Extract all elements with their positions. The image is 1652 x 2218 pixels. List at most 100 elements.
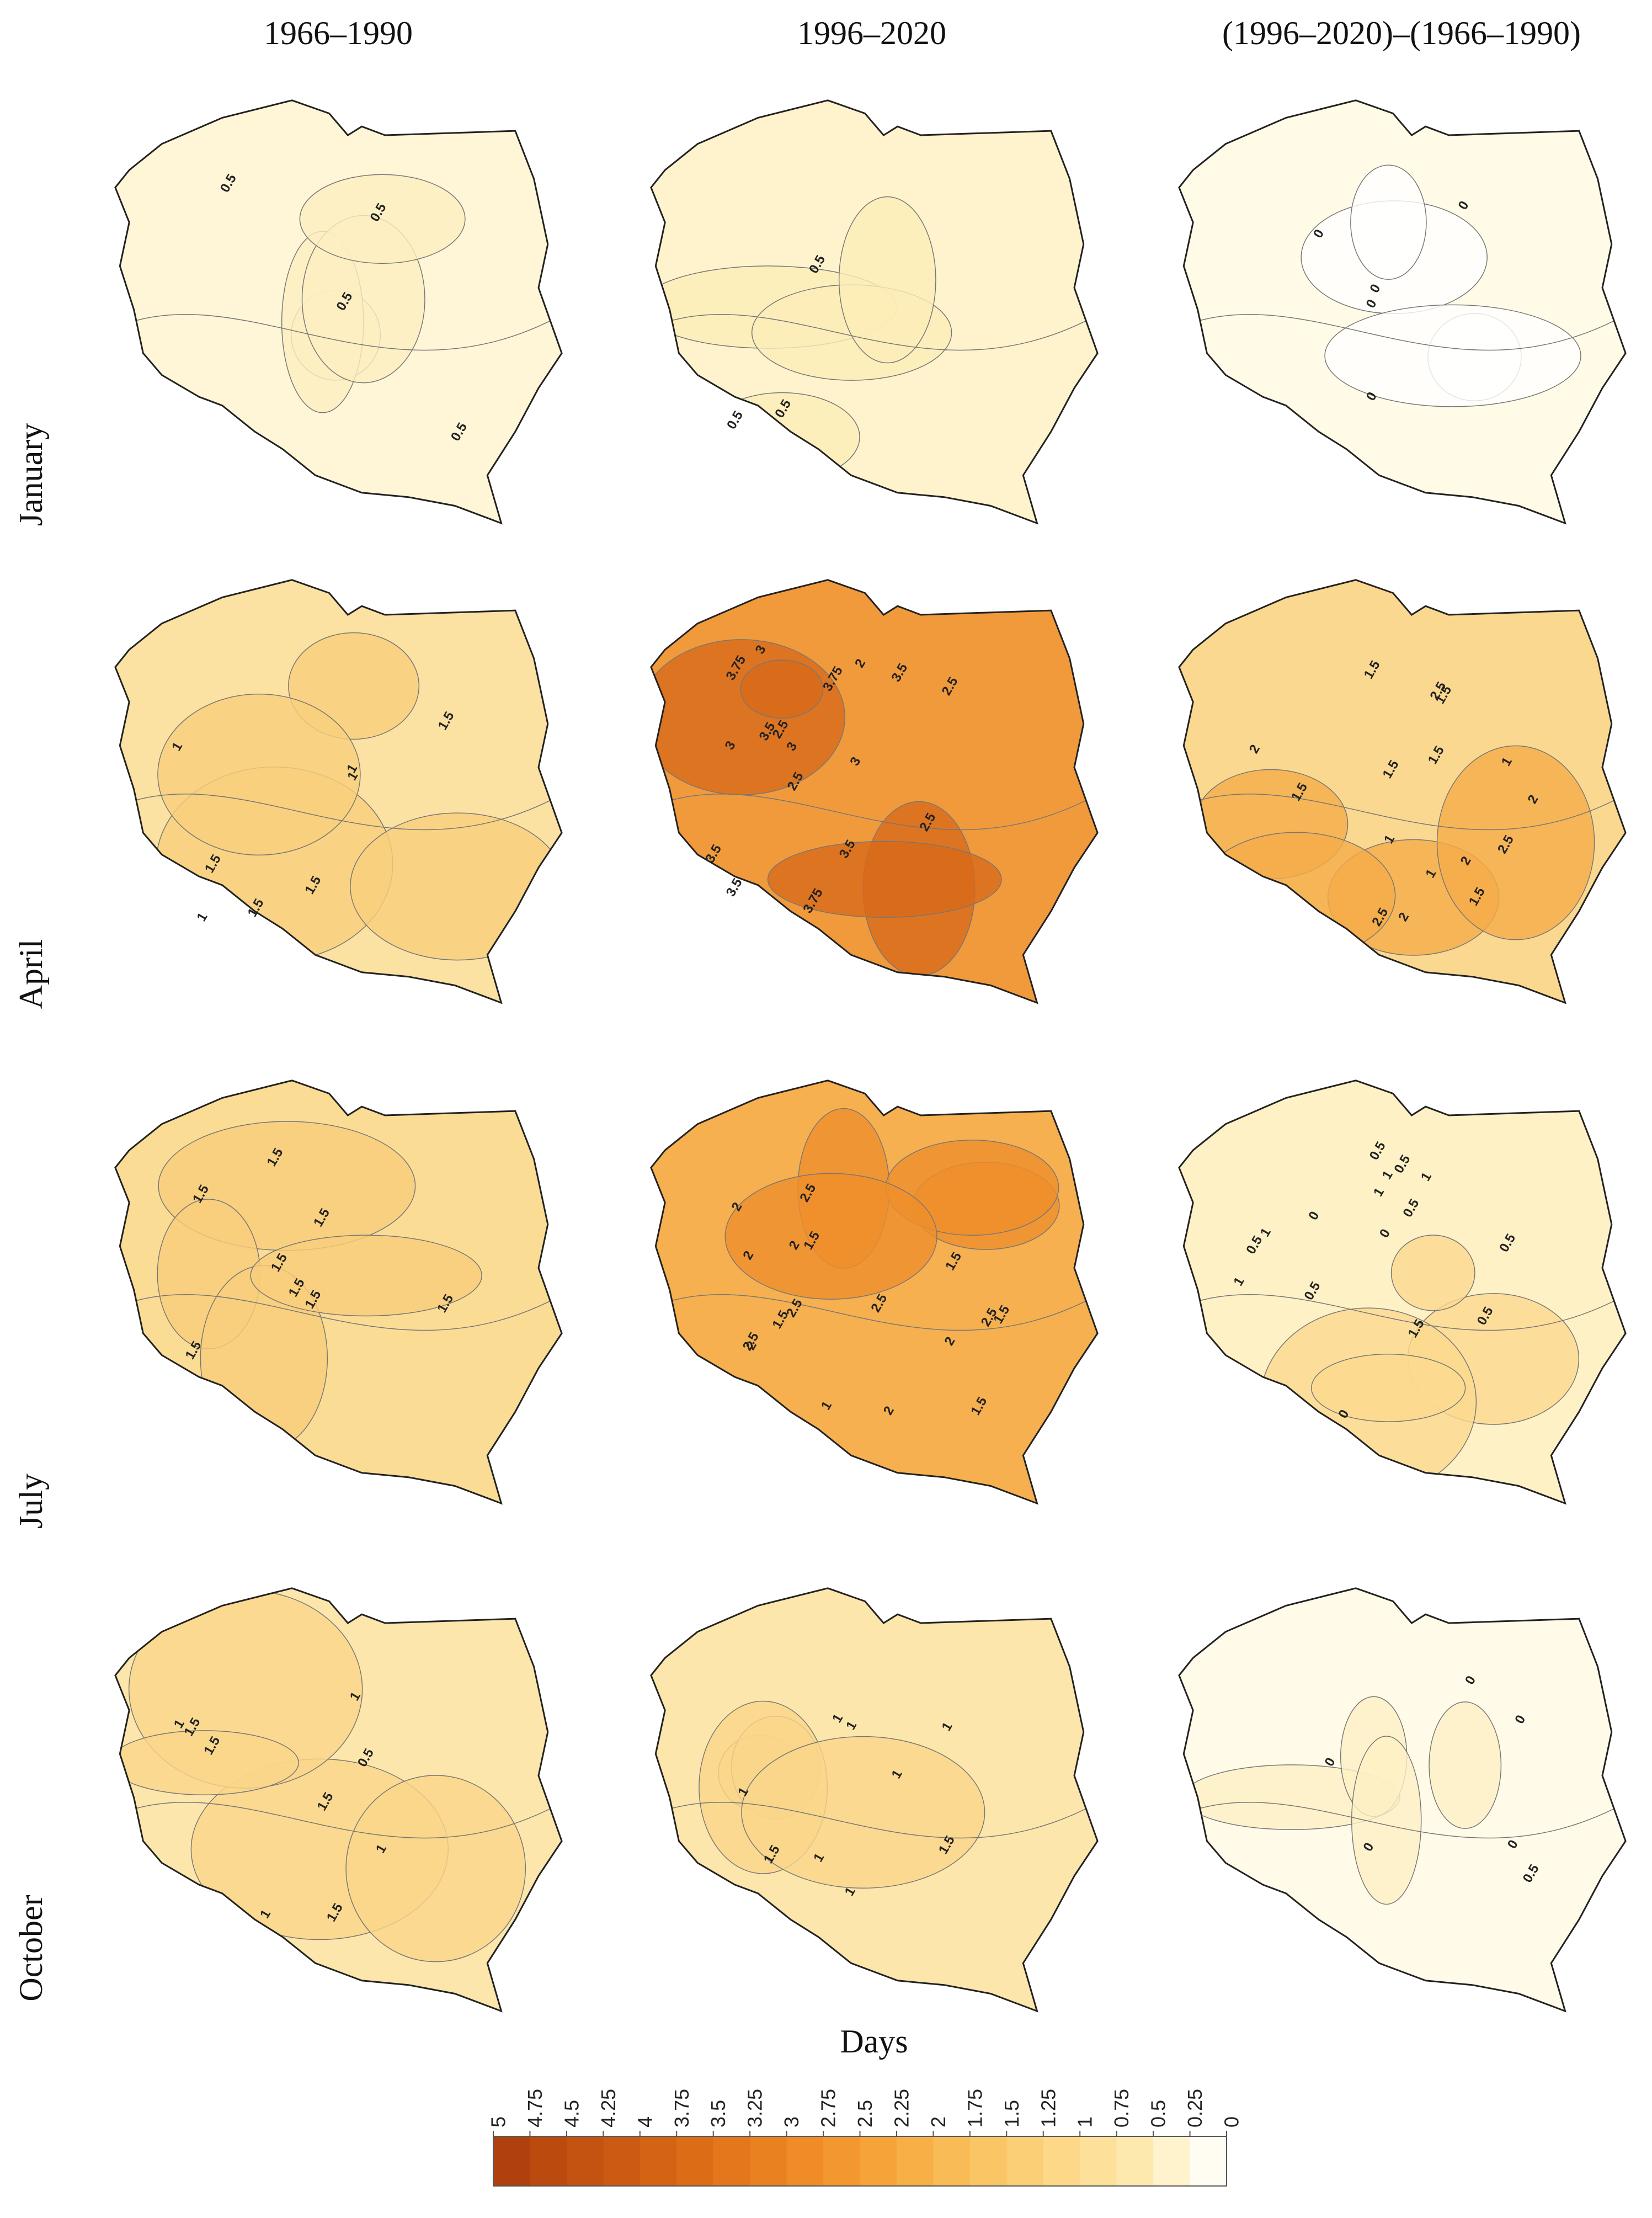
legend-tick-label: 1 (1074, 2116, 1096, 2127)
legend-swatch (969, 2136, 1007, 2186)
map: 1.51.51.51.51.51.51.51.5 (114, 1079, 563, 1505)
legend-swatch (1080, 2136, 1117, 2186)
legend-swatch (1006, 2136, 1044, 2186)
contour-line (651, 789, 1098, 831)
contour-area (741, 1736, 985, 1889)
contour-area (1429, 1701, 1502, 1829)
contour-line (115, 789, 562, 831)
contour-area (115, 1730, 299, 1796)
contour-line (651, 1797, 1098, 1839)
contour-area (740, 659, 824, 719)
legend-tick-label: 4.25 (597, 2089, 620, 2127)
legend-tick-label: 3.75 (670, 2089, 693, 2127)
contour-area (838, 196, 936, 364)
legend-tick-label: 0.25 (1184, 2089, 1206, 2127)
legend-title: Days (840, 2023, 908, 2060)
legend-swatch (1116, 2136, 1154, 2186)
map-border (1178, 579, 1627, 1004)
contours (1179, 164, 1626, 407)
row-label: April (13, 939, 49, 1009)
legend-swatch (676, 2136, 714, 2186)
column-title: (1996–2020)–(1966–1990) (1222, 15, 1581, 51)
map: 0.50.5 0.5 (650, 99, 1099, 525)
contour-line (1179, 1797, 1626, 1839)
contours (651, 1108, 1098, 1331)
map-border (1178, 1079, 1627, 1505)
legend-tick-label: 4.75 (524, 2089, 546, 2127)
legend-swatch (713, 2136, 750, 2186)
contours (115, 1589, 562, 1962)
legend-tick-label: 1.25 (1037, 2089, 1059, 2127)
contour-line (115, 309, 562, 351)
contour-area (157, 693, 361, 856)
contours (651, 1700, 1098, 1889)
contour-line (651, 309, 1098, 351)
contours (115, 174, 562, 413)
contours (1179, 1696, 1626, 1905)
map-border (650, 579, 1099, 1004)
legend-swatch (786, 2136, 824, 2186)
contour-area (350, 812, 562, 961)
contour-line (1179, 309, 1626, 351)
contour-area (1436, 745, 1595, 940)
contours (1179, 745, 1626, 960)
contour-line (651, 1289, 1098, 1331)
contour-area (1197, 832, 1396, 960)
legend-swatch (750, 2136, 787, 2186)
contour-area (1350, 164, 1427, 280)
contour-area (724, 1173, 937, 1300)
map-border (650, 1079, 1099, 1505)
contour-area (1324, 304, 1581, 407)
contour-area (345, 1775, 526, 1962)
contour-area (1351, 1736, 1422, 1905)
legend-swatch (640, 2136, 677, 2186)
legend-swatch (1190, 2136, 1227, 2186)
map-border (114, 1587, 563, 2013)
contour-area (1310, 1353, 1466, 1422)
contour-line (115, 1289, 562, 1331)
contour-label: 0.5 (724, 408, 746, 432)
legend-tick-label: 4 (633, 2116, 656, 2127)
row-label: January (13, 423, 49, 526)
map-border (114, 99, 563, 525)
contours (115, 1121, 562, 1451)
legend-tick-label: 0.75 (1110, 2089, 1133, 2127)
legend-tick-label: 3.5 (707, 2100, 729, 2127)
legend-tick-label: 2.5 (854, 2100, 876, 2127)
contour-area (1390, 1235, 1475, 1311)
contour-label: 1 (194, 910, 210, 924)
map-border (650, 1587, 1099, 2013)
map: 0.50.50.50.5 (114, 99, 563, 525)
legend-swatch (566, 2136, 604, 2186)
contour-area (299, 174, 466, 264)
map-border (1178, 99, 1627, 525)
legend-tick-label: 1.5 (1000, 2100, 1023, 2127)
legend-swatch (1043, 2136, 1080, 2186)
map-border (1178, 1587, 1627, 2013)
legend-swatch (1153, 2136, 1191, 2186)
legend-tick-label: 2 (927, 2116, 950, 2127)
contour-line (115, 1797, 562, 1839)
legend-swatch (493, 2136, 530, 2186)
contour-area (767, 841, 1002, 918)
legend-tick-label: 4.5 (560, 2100, 583, 2127)
contour-area (250, 1235, 482, 1317)
column-title: 1996–2020 (797, 15, 946, 51)
legend-swatch (603, 2136, 641, 2186)
contours (651, 639, 1098, 977)
column-title: 1966–1990 (264, 15, 413, 51)
legend-tick-label: 0 (1221, 2116, 1243, 2127)
legend-tick-label: 0.5 (1147, 2100, 1170, 2127)
legend-tick-label: 3.25 (744, 2089, 766, 2127)
legend-swatch (896, 2136, 934, 2186)
legend-tick-label: 2.75 (817, 2089, 840, 2127)
